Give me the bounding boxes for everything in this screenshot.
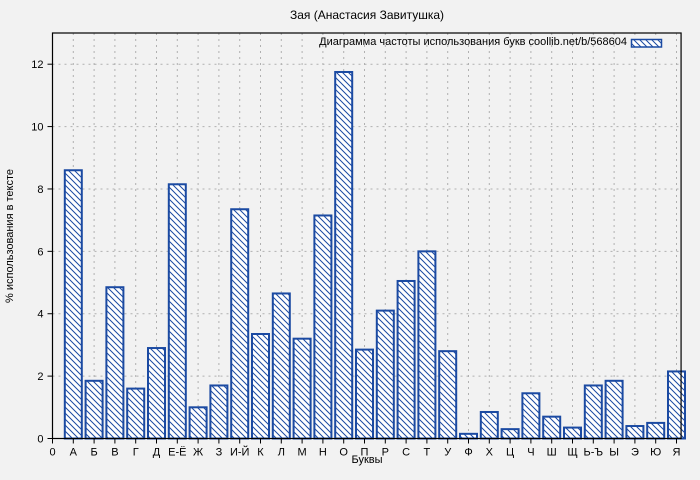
bar-Х [479,410,499,440]
x-tick-label: У [444,447,452,459]
x-tick-label: М [298,447,307,459]
bar-А [63,169,83,440]
bar-В [105,286,125,440]
x-tick-label: С [402,447,410,459]
x-tick-label: Н [319,447,327,459]
axis-tick-labels: 0 А Б В Г Д Е-Ё Ж З И-Й К Л М Н О П Р С Т У Ф Х Ц Ч Ш Щ Ь-Ъ Ы Э Ю Я 0 2 4… [31,59,680,458]
bar-Э [625,425,645,440]
x-tick-label: И-Й [230,446,249,459]
bar-Ч [521,392,541,440]
y-tick-label: 8 [37,184,43,196]
y-tick-label: 0 [37,434,43,446]
bar-З [209,384,229,440]
bar-П [355,348,374,440]
bar-Н [313,214,333,440]
x-tick-label: Ы [609,447,619,459]
bar-Ю [646,421,666,440]
y-tick-label: 6 [37,246,43,258]
plot-frame [51,32,682,440]
bar-О [334,70,354,440]
x-tick-label: Ц [506,447,514,459]
bar-М [292,337,312,440]
x-tick-label: В [111,447,118,459]
bars [63,70,686,440]
bar-Л [271,292,291,440]
bar-Е-Ё [167,183,187,440]
legend: Диаграмма частоты использования букв coo… [319,36,627,48]
x-tick-label: З [216,447,223,459]
legend-swatch [630,38,663,48]
y-tick-label: 2 [37,371,43,383]
x-tick-label: Ш [547,447,557,459]
x-tick-label: Р [382,447,389,459]
bar-Д [147,347,166,440]
bar-Я [667,370,686,440]
x-tick-label: К [257,447,264,459]
y-tick-label: 4 [37,309,43,321]
x-axis-label: Буквы [351,454,383,466]
x-tick-label: А [70,447,78,459]
bar-Ш [542,415,562,440]
x-tick-label: О [339,447,348,459]
x-tick-label: Ю [650,447,661,459]
bar-Б [84,379,104,440]
bar-Ы [604,379,624,440]
axis-ticks [47,63,677,444]
y-axis-label: % использования в тексте [4,169,16,303]
y-tick-label: 10 [31,122,43,134]
x-tick-label: Е-Ё [168,447,186,459]
y-tick-label: 12 [31,59,43,71]
bar-Р [375,309,395,440]
x-tick-label: Т [424,447,431,459]
x-tick-label: Ь-Ъ [584,447,604,459]
bar-Г [126,387,146,440]
x-tick-label: Щ [567,447,577,459]
x-tick-label: Л [278,447,285,459]
x-tick-label: Д [153,447,161,459]
chart-title: Зая (Анастасия Завитушка) [289,8,445,22]
legend-label: Диаграмма частоты использования букв coo… [319,36,627,48]
bar-Ь-Ъ [583,384,603,440]
x-tick-label: 0 [49,447,55,459]
x-tick-label: Б [90,447,97,459]
bar-У [438,350,458,440]
bar-Щ [563,426,582,440]
bar-К [251,333,270,440]
x-tick-label: Я [673,447,681,459]
x-tick-label: П [361,447,369,459]
bar-Т [417,250,437,440]
x-tick-label: Э [631,447,639,459]
x-tick-label: Х [486,447,494,459]
x-tick-label: Ф [464,447,472,459]
x-tick-label: Ч [527,447,534,459]
bar-И-Й [230,208,250,440]
bar-Ж [188,406,208,440]
bar-Ф [459,432,478,440]
bar-Ц [500,428,520,440]
x-tick-label: Ж [193,447,203,459]
bar-С [396,279,416,440]
x-tick-label: Г [133,447,139,459]
